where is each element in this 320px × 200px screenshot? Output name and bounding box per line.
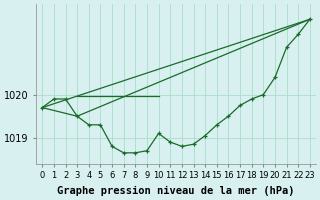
X-axis label: Graphe pression niveau de la mer (hPa): Graphe pression niveau de la mer (hPa) — [57, 186, 295, 196]
